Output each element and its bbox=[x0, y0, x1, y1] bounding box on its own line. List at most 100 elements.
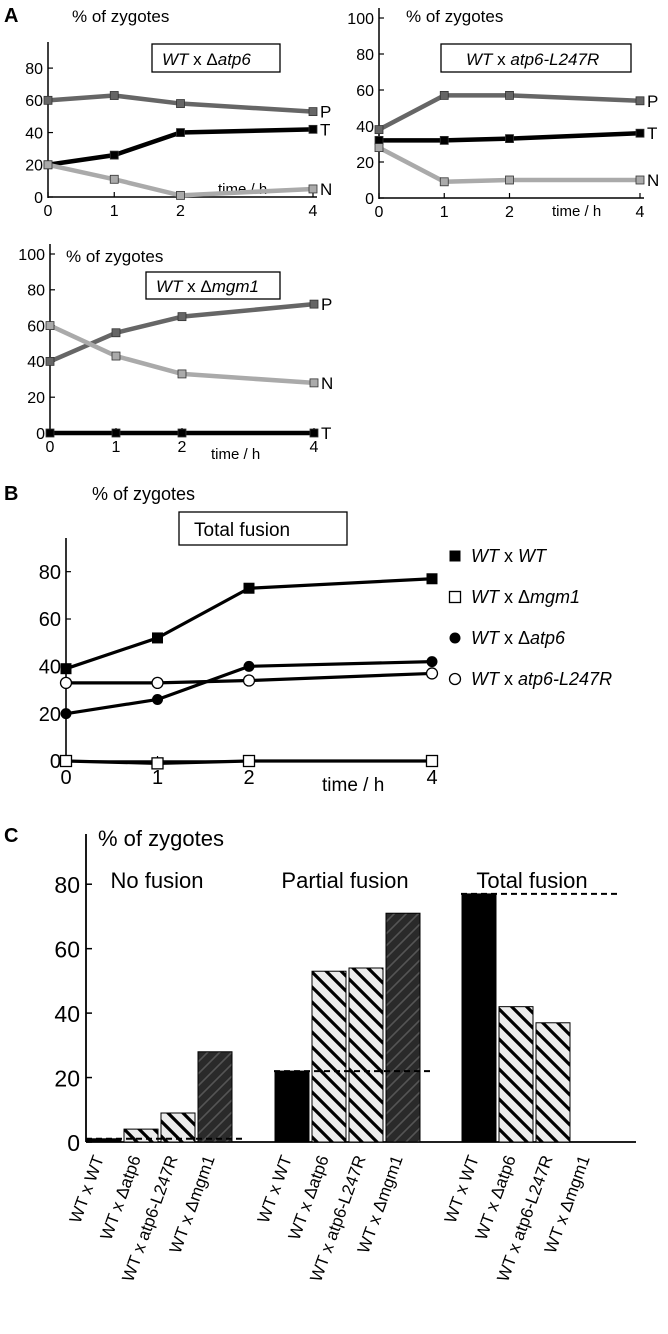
plot-a2-xtick-label: 1 bbox=[440, 204, 449, 221]
chart-c-bar bbox=[348, 967, 384, 1143]
plot-a2-point bbox=[505, 134, 514, 144]
plot-a2-ytick-label: 60 bbox=[356, 83, 374, 100]
plot-a1-point bbox=[109, 174, 119, 184]
legend-marker bbox=[448, 590, 462, 604]
chart-c-group-label: Total fusion bbox=[476, 868, 587, 893]
plot-a2-point bbox=[505, 91, 514, 100]
plot-a2-point bbox=[439, 91, 449, 100]
plot-a3-point bbox=[309, 299, 319, 309]
plot-a1-series-line bbox=[47, 127, 314, 168]
chart-c-bar bbox=[86, 1138, 122, 1143]
chart-a2-legend-box: WT x atp6-L247R bbox=[440, 43, 632, 73]
plot-b-ytick-label: 60 bbox=[39, 609, 61, 631]
plot-a2-series-line bbox=[377, 93, 641, 132]
plot-b-ytick-label: 0 bbox=[50, 751, 61, 773]
plot-a2-point bbox=[439, 135, 449, 145]
plot-b-point bbox=[242, 674, 256, 687]
chart-c-bar bbox=[123, 1128, 159, 1143]
legend-marker bbox=[449, 550, 461, 562]
chart-c-bar bbox=[197, 1051, 233, 1143]
plot-a3-ytick-label: 0 bbox=[36, 426, 45, 443]
legend-label: WT x WT bbox=[471, 546, 548, 566]
plot-a2-ytick-label: 80 bbox=[356, 47, 374, 64]
plot-b-point bbox=[243, 582, 255, 594]
plot-a2-point bbox=[439, 177, 449, 187]
plot-a1-ytick-label: 60 bbox=[25, 93, 43, 110]
plot-a3-point bbox=[309, 378, 319, 388]
plot-b-series-line bbox=[66, 671, 433, 685]
chart-c-bar bbox=[498, 1006, 534, 1143]
chart-c-group-label: No fusion bbox=[111, 868, 204, 893]
plot-a3-point bbox=[111, 351, 121, 361]
plot-a1-series-label: P bbox=[320, 103, 331, 122]
plot-a1-point bbox=[308, 124, 318, 134]
plot-a2-series-label: N bbox=[647, 171, 659, 190]
chart-c-ytick-label: 60 bbox=[54, 937, 80, 963]
plot-a1-point bbox=[109, 91, 119, 100]
plot-b-point bbox=[60, 708, 72, 720]
plot-a2-xtick-label: 2 bbox=[505, 204, 514, 221]
plot-b-xtick-label: 1 bbox=[152, 767, 163, 789]
plot-a1-point bbox=[43, 160, 53, 170]
plot-b-point bbox=[425, 754, 439, 768]
chart-c-ylabel: % of zygotes bbox=[98, 826, 224, 851]
plot-b-point bbox=[60, 663, 72, 675]
plot-a3-point bbox=[111, 328, 121, 338]
chart-a3-legend-box: WT x Δmgm1 bbox=[145, 271, 281, 300]
chart-c-ytick-label: 20 bbox=[54, 1066, 80, 1092]
plot-a2-xtick-label: 4 bbox=[636, 204, 645, 221]
plot-a3-ytick-label: 60 bbox=[27, 318, 45, 335]
plot-a1-point bbox=[176, 99, 185, 108]
plot-a2-xtick-label: 0 bbox=[375, 204, 384, 221]
chart-c-ytick-label: 40 bbox=[54, 1001, 80, 1027]
svg-text:WT x Δatp6: WT x Δatp6 bbox=[162, 50, 251, 69]
plot-a1-point bbox=[109, 150, 119, 160]
plot-b-xtick-label: 2 bbox=[243, 767, 254, 789]
plot-b-xtick-label: 4 bbox=[426, 767, 437, 789]
plot-a1-xtick-label: 4 bbox=[309, 203, 318, 220]
chart-b-ylabel: % of zygotes bbox=[92, 484, 195, 504]
plot-b-point bbox=[243, 660, 255, 672]
plot-a1-point bbox=[43, 95, 53, 105]
plot-a1-point bbox=[308, 184, 318, 194]
plot-a2-point bbox=[635, 175, 645, 185]
plot-b-xlabel: time / h bbox=[322, 775, 384, 796]
plot-a3-series-label: T bbox=[321, 424, 331, 443]
plot-b-xtick-label: 0 bbox=[60, 767, 71, 789]
chart-c-bar bbox=[385, 912, 421, 1143]
plot-a2-series-label: T bbox=[647, 124, 657, 143]
plot-a1-point bbox=[308, 107, 318, 117]
chart-b-legend: WT x WT WT x Δmgm1 WT x Δatp6 WT x atp6-L24… bbox=[448, 546, 612, 689]
plot-a1-ytick-label: 80 bbox=[25, 61, 43, 78]
chart-c-group-label: Partial fusion bbox=[281, 868, 408, 893]
chart-b-plot: 0 20 40 60 80 0 1 2 4 time / h bbox=[39, 538, 439, 796]
chart-c-category-label: WT x WT bbox=[254, 1153, 296, 1226]
chart-a3-plot: 0 20 40 60 80 100 0 1 2 4 time / h P N T bbox=[18, 244, 333, 463]
chart-c-bar bbox=[461, 893, 497, 1143]
plot-a1-point bbox=[176, 128, 185, 137]
chart-c-bar bbox=[311, 970, 347, 1143]
chart-a2-ylabel: % of zygotes bbox=[406, 7, 503, 26]
plot-a3-ytick-label: 40 bbox=[27, 354, 45, 371]
chart-a3: % of zygotes WT x Δmgm1 0 20 40 60 80 100 0 1 2 4… bbox=[18, 244, 333, 463]
chart-a1-ylabel: % of zygotes bbox=[72, 7, 169, 26]
plot-a3-xtick-label: 2 bbox=[178, 439, 187, 456]
plot-b-ytick-label: 20 bbox=[39, 704, 61, 726]
chart-c-category-label: WT x WT bbox=[441, 1153, 483, 1226]
chart-a2-plot: 0 20 40 60 80 100 0 1 2 4 time / h PT N bbox=[347, 8, 659, 221]
plot-a1-series-label: N bbox=[320, 180, 332, 199]
legend-label: WT x atp6-L247R bbox=[471, 669, 612, 689]
chart-a3-ylabel: % of zygotes bbox=[66, 247, 163, 266]
plot-b-series-line bbox=[65, 577, 433, 671]
plot-a3-xtick-label: 1 bbox=[112, 439, 121, 456]
plot-b-point bbox=[59, 676, 73, 690]
plot-a2-point bbox=[374, 143, 384, 153]
plot-b-series-line bbox=[65, 759, 432, 765]
plot-a2-xlabel: time / h bbox=[552, 203, 601, 220]
plot-b-point bbox=[151, 757, 164, 770]
chart-c: % of zygotes 0 20 40 60 80 No fusion WT x WT WT… bbox=[54, 826, 636, 1284]
plot-a1-ytick-label: 0 bbox=[34, 190, 43, 207]
chart-c-bar bbox=[274, 1070, 310, 1143]
plot-a3-point bbox=[177, 312, 187, 322]
